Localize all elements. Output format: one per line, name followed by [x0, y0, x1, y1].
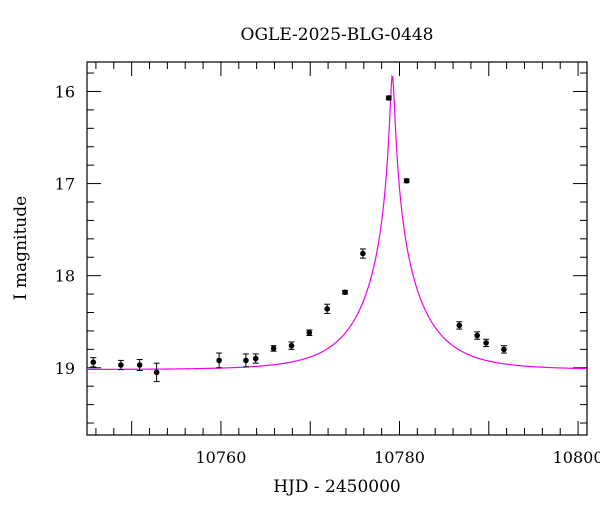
plot-frame: [86, 61, 588, 436]
data-point-marker: [385, 95, 392, 101]
data-point: [456, 321, 463, 330]
data-point-marker: [90, 359, 97, 366]
axis-ticks: [87, 62, 587, 435]
x-tick-labels: 10760 10780 10800: [195, 448, 600, 467]
y-tick-label: 16: [55, 82, 75, 101]
data-point-marker: [216, 357, 222, 364]
data-point: [288, 341, 295, 350]
data-point: [359, 248, 366, 259]
x-axis-label: HJD - 2450000: [273, 477, 401, 497]
data-point-marker: [474, 332, 480, 339]
data-point: [252, 353, 259, 364]
data-point: [342, 289, 349, 296]
chart-title: OGLE-2025-BLG-0448: [241, 25, 434, 45]
data-point: [136, 358, 143, 372]
data-point-marker: [501, 346, 507, 353]
data-point-marker: [252, 355, 259, 362]
data-point-marker: [136, 362, 143, 368]
y-axis-label: I magnitude: [11, 196, 31, 300]
y-tick-label: 18: [55, 267, 75, 286]
data-point: [385, 95, 392, 101]
x-tick-label: 10780: [374, 448, 425, 467]
data-point-marker: [288, 342, 295, 349]
data-point: [153, 362, 160, 383]
data-point-marker: [243, 357, 249, 364]
data-point-marker: [306, 329, 313, 336]
data-point-marker: [360, 250, 366, 257]
x-tick-label: 10800: [553, 448, 600, 467]
y-tick-label: 17: [55, 175, 75, 194]
y-tick-labels: 16 17 18 19: [55, 82, 75, 377]
data-point: [324, 303, 331, 314]
data-point: [117, 359, 124, 371]
data-point: [216, 352, 223, 369]
data-point: [474, 331, 481, 340]
data-point-marker: [456, 322, 463, 329]
model-curve: [87, 74, 588, 371]
y-tick-label: 19: [55, 359, 75, 378]
data-point-marker: [270, 345, 277, 352]
data-point: [242, 353, 249, 368]
data-point-marker: [403, 178, 410, 184]
data-point: [500, 345, 507, 354]
data-point-marker: [153, 369, 160, 376]
data-points: [90, 95, 507, 383]
data-point: [90, 357, 97, 368]
data-point-marker: [342, 289, 348, 296]
data-point: [403, 178, 410, 184]
data-point-marker: [483, 340, 489, 346]
data-point-marker: [118, 362, 124, 368]
data-point: [270, 345, 277, 352]
x-tick-label: 10760: [195, 448, 246, 467]
data-point: [483, 338, 490, 348]
data-point: [306, 329, 313, 337]
data-point-marker: [324, 306, 330, 312]
